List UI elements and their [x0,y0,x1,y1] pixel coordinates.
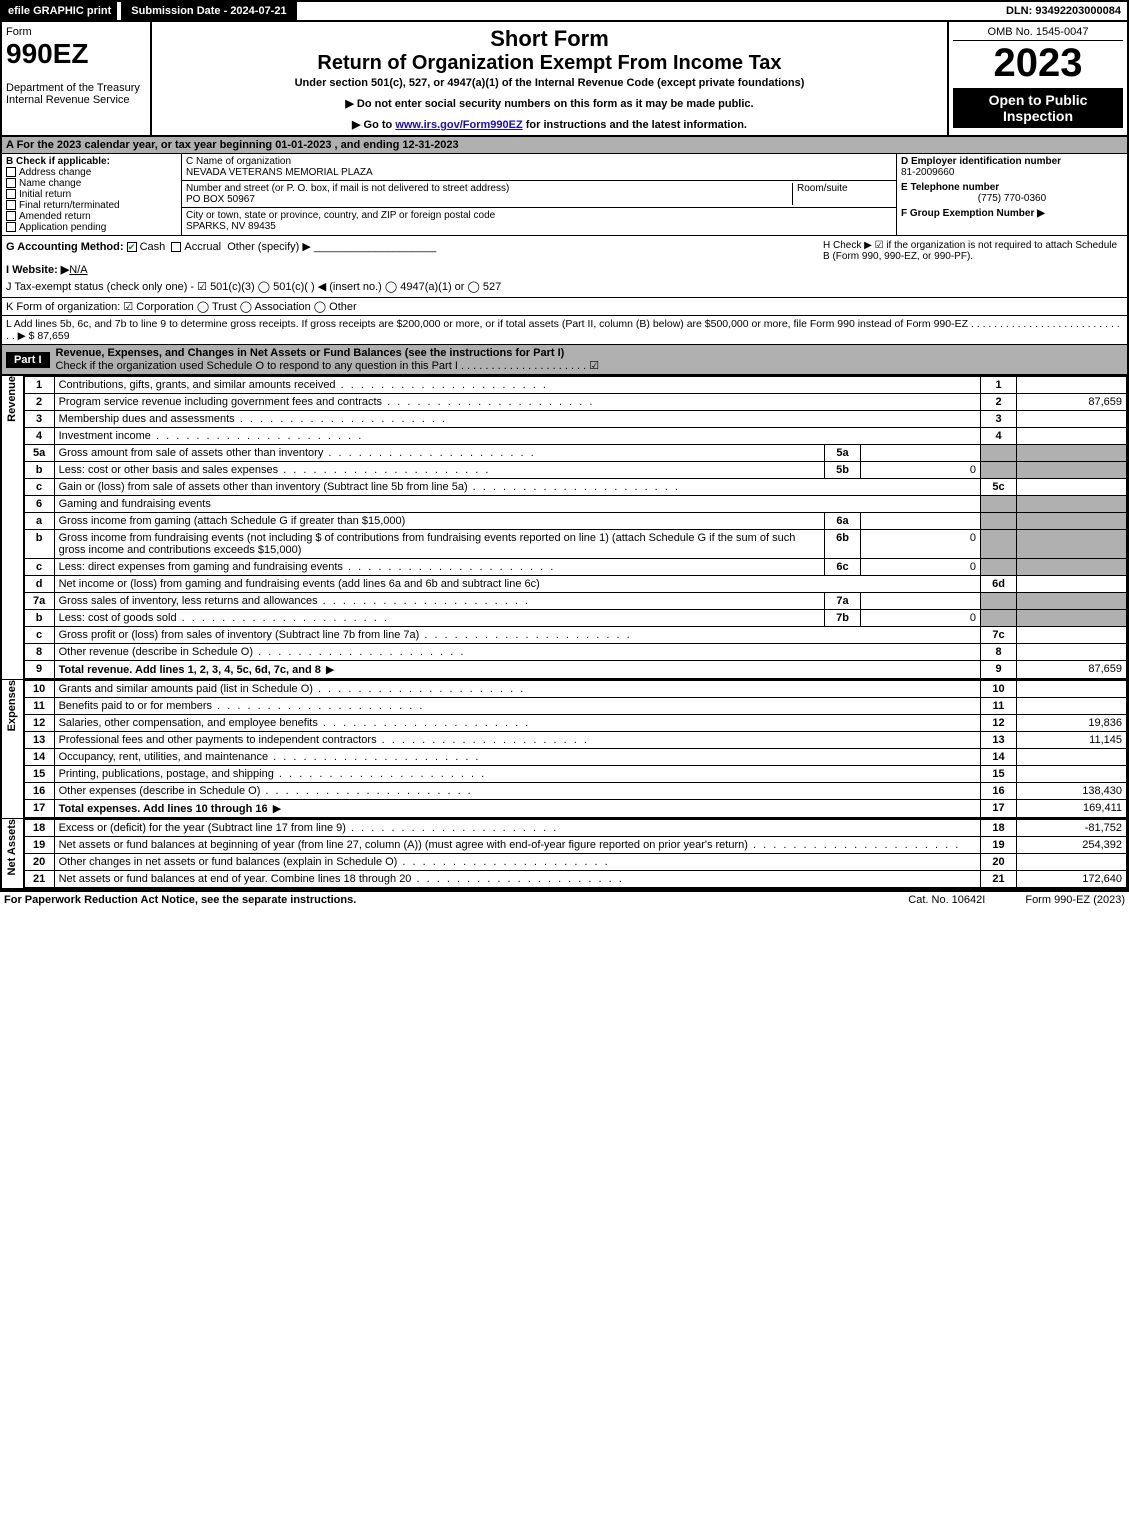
table-row: 12Salaries, other compensation, and empl… [24,715,1126,732]
dln: DLN: 93492203000084 [1000,2,1127,20]
table-row: 4Investment income4 [24,428,1126,445]
box-c: C Name of organization NEVADA VETERANS M… [182,154,897,235]
table-row: 18Excess or (deficit) for the year (Subt… [24,820,1126,837]
tax-year: 2023 [953,41,1123,86]
table-row: 7aGross sales of inventory, less returns… [24,593,1126,610]
part-1-header: Part I Revenue, Expenses, and Changes in… [2,345,1127,375]
subtitle: Under section 501(c), 527, or 4947(a)(1)… [156,77,943,89]
short-form-title: Short Form [156,26,943,52]
table-row: 15Printing, publications, postage, and s… [24,766,1126,783]
telephone: (775) 770-0360 [901,193,1123,204]
table-row: 8Other revenue (describe in Schedule O)8 [24,644,1126,661]
cb-name-change[interactable] [6,178,16,188]
open-public-inspection: Open to Public Inspection [953,88,1123,128]
org-city: SPARKS, NV 89435 [186,221,892,232]
box-def: D Employer identification number 81-2009… [897,154,1127,235]
footer-cat: Cat. No. 10642I [908,894,985,906]
section-bcd: B Check if applicable: Address change Na… [2,154,1127,236]
revenue-label: Revenue [2,376,24,679]
omb-number: OMB No. 1545-0047 [953,26,1123,41]
table-row: bGross income from fundraising events (n… [24,530,1126,559]
netassets-section: Net Assets 18Excess or (deficit) for the… [2,818,1127,888]
table-row: 16Other expenses (describe in Schedule O… [24,783,1126,800]
box-b: B Check if applicable: Address change Na… [2,154,182,235]
cb-application-pending[interactable] [6,222,16,232]
form-word: Form [6,26,146,38]
website: N/A [69,264,87,276]
table-row: 21Net assets or fund balances at end of … [24,871,1126,888]
table-row: 19Net assets or fund balances at beginni… [24,837,1126,854]
table-row: 6Gaming and fundraising events [24,496,1126,513]
table-row: cLess: direct expenses from gaming and f… [24,559,1126,576]
room-suite-label: Room/suite [792,183,892,205]
irs-link[interactable]: www.irs.gov/Form990EZ [395,119,522,131]
form-header: Form 990EZ Department of the Treasury In… [2,22,1127,137]
footer-left: For Paperwork Reduction Act Notice, see … [4,894,868,906]
cb-address-change[interactable] [6,167,16,177]
netassets-label: Net Assets [2,819,24,888]
org-street: PO BOX 50967 [186,194,792,205]
table-row: 3Membership dues and assessments3 [24,411,1126,428]
group-exemption-label: F Group Exemption Number ▶ [901,208,1123,219]
department: Department of the Treasury Internal Reve… [6,82,146,106]
table-row: 20Other changes in net assets or fund ba… [24,854,1126,871]
expenses-label: Expenses [2,680,24,818]
cb-final-return[interactable] [6,200,16,210]
table-row: 17Total expenses. Add lines 10 through 1… [24,800,1126,818]
table-row: 2Program service revenue including gover… [24,394,1126,411]
table-row: cGain or (loss) from sale of assets othe… [24,479,1126,496]
submission-date: Submission Date - 2024-07-21 [121,2,296,20]
table-row: 1Contributions, gifts, grants, and simil… [24,377,1126,394]
table-row: bLess: cost or other basis and sales exp… [24,462,1126,479]
ein: 81-2009660 [901,167,1123,178]
cb-amended-return[interactable] [6,211,16,221]
tax-exempt-status: J Tax-exempt status (check only one) - ☑… [6,280,823,293]
note-link: ▶ Go to www.irs.gov/Form990EZ for instru… [156,118,943,131]
box-h: H Check ▶ ☑ if the organization is not r… [823,240,1123,293]
efile-label[interactable]: efile GRAPHIC print [2,2,117,20]
footer: For Paperwork Reduction Act Notice, see … [0,890,1129,908]
table-row: bLess: cost of goods sold7b0 [24,610,1126,627]
table-row: 14Occupancy, rent, utilities, and mainte… [24,749,1126,766]
table-row: 11Benefits paid to or for members11 [24,698,1126,715]
table-row: cGross profit or (loss) from sales of in… [24,627,1126,644]
form-number: 990EZ [6,38,146,70]
org-name: NEVADA VETERANS MEMORIAL PLAZA [186,167,892,178]
footer-right: Form 990-EZ (2023) [1025,894,1125,906]
table-row: 5aGross amount from sale of assets other… [24,445,1126,462]
cb-accrual[interactable] [171,242,181,252]
revenue-section: Revenue 1Contributions, gifts, grants, a… [2,375,1127,679]
section-a: A For the 2023 calendar year, or tax yea… [2,137,1127,154]
section-ghij: G Accounting Method: Cash Accrual Other … [2,236,1127,298]
cb-cash[interactable] [127,242,137,252]
table-row: 10Grants and similar amounts paid (list … [24,681,1126,698]
table-row: aGross income from gaming (attach Schedu… [24,513,1126,530]
top-bar: efile GRAPHIC print Submission Date - 20… [2,2,1127,22]
row-l: L Add lines 5b, 6c, and 7b to line 9 to … [2,316,1127,345]
note-ssn: ▶ Do not enter social security numbers o… [156,97,943,110]
cb-initial-return[interactable] [6,189,16,199]
expenses-section: Expenses 10Grants and similar amounts pa… [2,679,1127,818]
row-k: K Form of organization: ☑ Corporation ◯ … [2,298,1127,316]
table-row: 9Total revenue. Add lines 1, 2, 3, 4, 5c… [24,661,1126,679]
table-row: 13Professional fees and other payments t… [24,732,1126,749]
table-row: dNet income or (loss) from gaming and fu… [24,576,1126,593]
main-title: Return of Organization Exempt From Incom… [156,52,943,75]
